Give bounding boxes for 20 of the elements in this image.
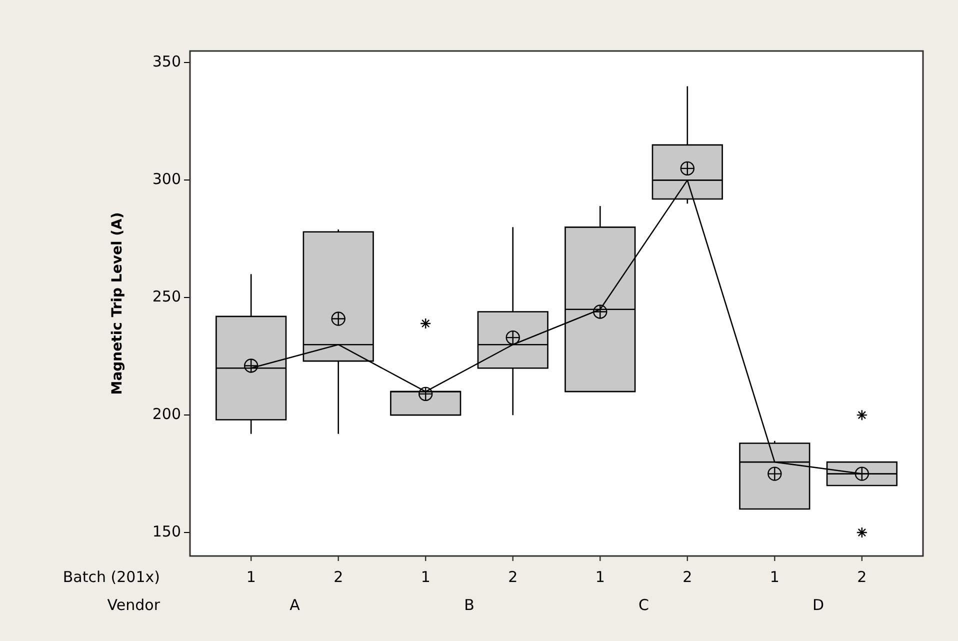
y-tick-label: 350 [152, 52, 181, 71]
y-tick-label: 300 [152, 170, 181, 188]
text: Vendor [107, 596, 161, 614]
x-tick-label: 2 [857, 568, 867, 586]
x-tick-label: 2 [682, 568, 692, 586]
text: D [812, 596, 824, 614]
x-tick-label: 1 [595, 568, 605, 586]
x-tick-label: 1 [770, 568, 780, 586]
x-tick-label: 2 [334, 568, 344, 586]
x-tick-label: 2 [508, 568, 518, 586]
text: A [290, 596, 301, 614]
x-axis-title: Batch (201x) [62, 568, 160, 586]
y-tick-label: 200 [152, 404, 181, 423]
x-tick-label: 1 [246, 568, 256, 586]
y-tick-label: 150 [152, 522, 181, 540]
y-axis-title: Magnetic Trip Level (A) [110, 212, 126, 395]
y-tick-label: 250 [152, 288, 181, 306]
x-tick-label: 1 [420, 568, 430, 586]
text: C [638, 596, 650, 614]
text: B [464, 596, 474, 614]
